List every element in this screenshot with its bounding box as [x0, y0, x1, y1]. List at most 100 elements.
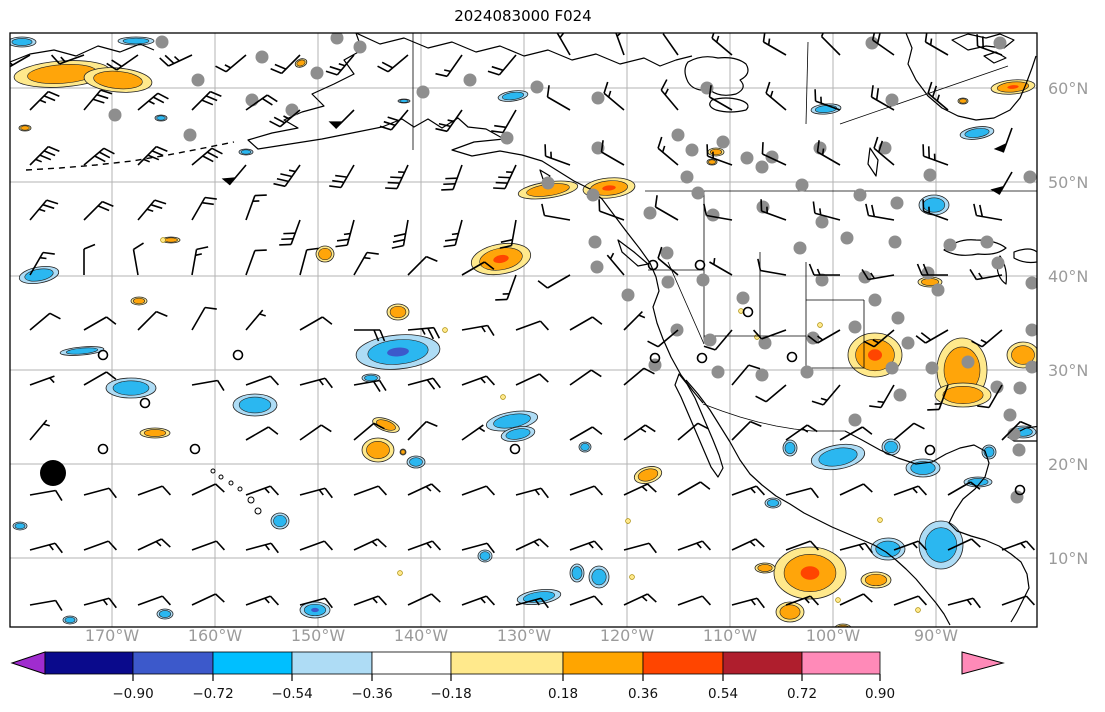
lon-tick-label: 100°W: [806, 626, 861, 645]
wind-barb: [385, 164, 409, 190]
wind-barb: [83, 200, 114, 221]
wind-barb: [657, 136, 679, 166]
anomaly-patch: [299, 601, 331, 619]
wind-barb: [461, 375, 496, 386]
colorbar-tick-label: 0.36: [628, 686, 658, 702]
anomaly-speck: [397, 570, 403, 576]
wind-barb: [29, 375, 55, 386]
anomaly-patch: [764, 497, 782, 509]
wind-barb: [407, 377, 441, 390]
wind-barbs: [10, 33, 1036, 611]
anomaly-speck: [442, 327, 448, 333]
station-dot: [621, 288, 635, 302]
wind-barb: [731, 538, 765, 551]
wind-barb: [711, 33, 733, 56]
wind-barb: [677, 481, 711, 496]
anomaly-speck: [625, 518, 631, 524]
station-dot: [931, 283, 945, 297]
wind-barb: [760, 199, 787, 221]
station-dot: [588, 235, 602, 249]
plot-frame: [9, 32, 1038, 628]
colorbar-segment: [722, 651, 803, 675]
calm-station-circle: [647, 259, 659, 271]
anomaly-patch: [775, 601, 805, 623]
wind-barb: [137, 199, 167, 221]
station-dot: [840, 231, 854, 245]
station-dot: [183, 128, 197, 142]
hawaii-island: [254, 507, 262, 515]
wind-barb: [353, 538, 387, 551]
station-dot: [541, 176, 555, 190]
wind-barb: [407, 593, 441, 606]
hawaii-island: [210, 468, 216, 474]
wind-barb: [871, 33, 895, 56]
storm-center-marker: [40, 460, 66, 486]
wind-barb: [569, 426, 603, 441]
wind-barb: [299, 540, 334, 551]
station-dot: [1025, 323, 1037, 337]
station-dot: [1025, 360, 1037, 374]
anomaly-patch: [83, 67, 153, 93]
colorbar-tick-label: 0.18: [548, 686, 578, 702]
wind-barb: [328, 109, 355, 129]
wind-barb: [215, 54, 247, 73]
calm-station-circle: [696, 352, 708, 364]
station-dot: [586, 188, 600, 202]
station-dot: [703, 333, 717, 347]
station-dot: [793, 241, 807, 255]
wind-barb: [657, 246, 679, 276]
station-dot: [716, 135, 730, 149]
anomaly-patch: [399, 448, 407, 456]
wind-barb: [814, 89, 841, 111]
wind-barb: [865, 203, 895, 221]
lon-tick-label: 130°W: [497, 626, 552, 645]
wind-barb: [461, 424, 486, 441]
wind-barb: [893, 595, 928, 606]
colorbar-segment: [450, 651, 564, 675]
wind-barb: [29, 90, 60, 111]
wind-barb: [947, 481, 981, 496]
wind-barb: [812, 201, 841, 221]
wind-barb: [245, 426, 279, 441]
wind-barb: [916, 263, 948, 276]
station-dot: [858, 270, 872, 284]
wind-barb: [245, 194, 267, 221]
wind-barb: [443, 219, 463, 248]
station-dot: [1025, 276, 1037, 290]
station-dot: [890, 196, 904, 210]
station-dot: [711, 365, 725, 379]
wind-barb: [708, 85, 733, 111]
anomaly-patch: [990, 79, 1036, 95]
station-dot: [740, 151, 754, 165]
wind-barb: [606, 252, 625, 276]
wind-barb: [50, 54, 85, 65]
colorbar-left-arrow: [10, 651, 46, 675]
station-dot: [885, 361, 899, 375]
station-dot: [285, 103, 299, 117]
wind-barb: [544, 144, 571, 166]
wind-barb: [731, 485, 766, 496]
wind-barb: [598, 199, 625, 221]
anomaly-patch: [315, 245, 335, 263]
station-dot: [755, 160, 769, 174]
anomaly-patch: [406, 455, 426, 469]
hawaii-island: [237, 486, 243, 492]
station-dot: [680, 170, 694, 184]
wind-barb: [191, 379, 225, 391]
anomaly-patch: [139, 427, 171, 439]
anomaly-patch: [18, 124, 32, 132]
wind-barb: [407, 420, 438, 441]
wind-barb: [137, 485, 172, 496]
colorbar-segment: [291, 651, 373, 675]
wind-barb: [677, 540, 712, 551]
wind-barb: [221, 164, 247, 186]
wind-barb: [569, 595, 604, 606]
wind-barb: [493, 164, 517, 190]
calm-station-circle: [97, 349, 109, 361]
wind-barb: [515, 373, 549, 386]
calm-station-circle: [232, 349, 244, 361]
wind-barb: [870, 85, 895, 111]
anomaly-speck: [629, 574, 635, 580]
coastline: [709, 97, 749, 113]
anomaly-patch: [62, 615, 78, 625]
